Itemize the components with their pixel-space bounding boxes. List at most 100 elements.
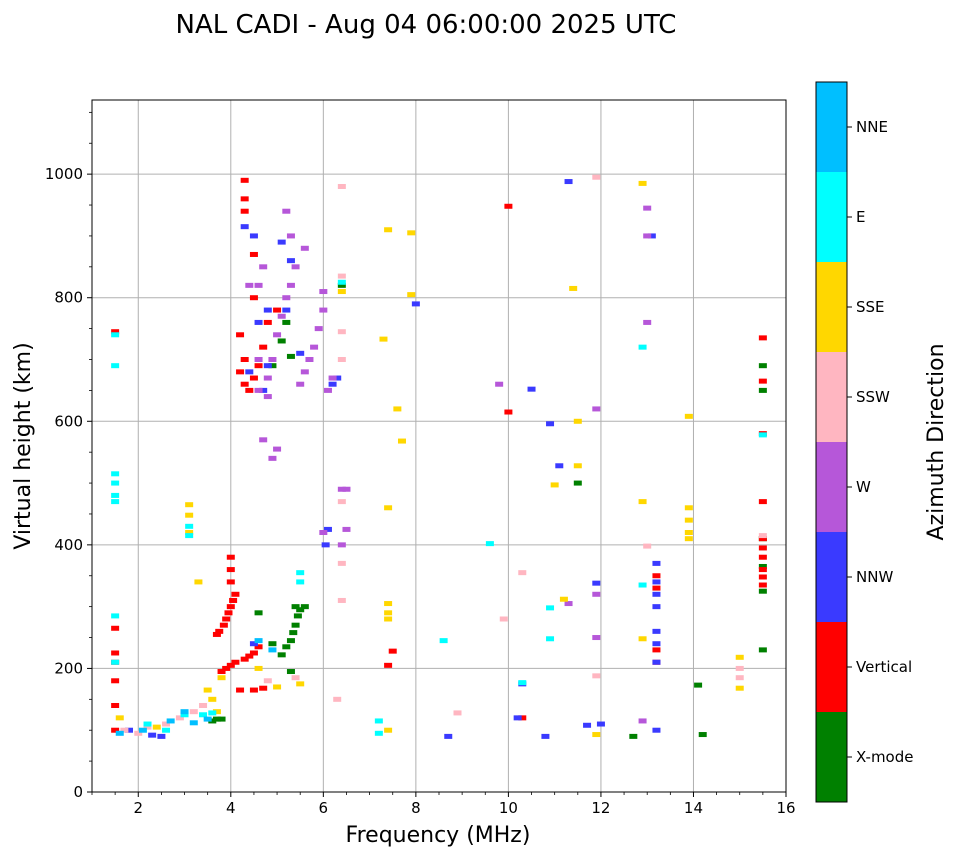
data-point: [240, 196, 249, 202]
series-x-mode: [208, 282, 767, 739]
data-point: [115, 730, 124, 736]
data-point: [652, 560, 661, 566]
y-tick-label: 800: [54, 289, 83, 307]
data-point: [573, 463, 582, 469]
data-point: [231, 591, 240, 597]
data-point: [268, 647, 277, 653]
data-point: [286, 669, 295, 675]
data-point: [111, 332, 120, 338]
data-point: [555, 463, 564, 469]
data-point: [698, 732, 707, 738]
data-point: [569, 285, 578, 291]
data-point: [125, 727, 134, 733]
data-point: [638, 636, 647, 642]
data-point: [254, 282, 263, 288]
data-point: [259, 685, 268, 691]
data-point: [758, 499, 767, 505]
data-point: [263, 307, 272, 313]
data-point: [321, 542, 330, 548]
data-point: [240, 357, 249, 362]
data-point: [291, 675, 300, 681]
data-point: [111, 625, 120, 631]
data-point: [111, 480, 120, 486]
data-point: [328, 375, 337, 381]
data-point: [245, 369, 254, 375]
series-nnw: [125, 179, 661, 739]
data-point: [291, 264, 300, 270]
colorbar-tick-label: W: [856, 478, 871, 496]
data-point: [282, 295, 291, 301]
data-point: [282, 208, 291, 214]
colorbar-tick-label: E: [856, 208, 865, 226]
data-point: [758, 588, 767, 594]
data-point: [240, 177, 249, 183]
colorbar-segment: [816, 712, 847, 802]
data-point: [263, 375, 272, 381]
data-point: [499, 616, 508, 622]
data-point: [231, 659, 240, 665]
data-point: [758, 387, 767, 393]
data-point: [758, 363, 767, 369]
data-point: [643, 543, 652, 549]
data-point: [684, 413, 693, 419]
data-point: [254, 319, 263, 325]
data-point: [245, 387, 254, 393]
data-point: [300, 369, 309, 375]
data-point: [111, 650, 120, 656]
data-point: [735, 685, 744, 691]
data-point: [735, 675, 744, 681]
data-point: [120, 727, 129, 733]
data-point: [384, 505, 393, 511]
data-point: [407, 230, 416, 236]
data-point: [314, 326, 323, 332]
data-point: [546, 636, 555, 642]
data-point: [240, 208, 249, 214]
data-point: [162, 727, 171, 733]
data-point: [333, 375, 342, 381]
x-axis-ticks: 2 4 6 8 10 12 14 16: [91, 792, 796, 817]
data-point: [222, 616, 231, 622]
data-point: [407, 292, 416, 298]
data-point: [282, 319, 291, 325]
y-tick-label: 200: [54, 659, 83, 677]
data-point: [384, 227, 393, 233]
data-point: [684, 536, 693, 542]
y-axis-ticks: 0 200 400 600 800 1000: [45, 111, 92, 801]
data-point: [592, 591, 601, 597]
data-point: [758, 432, 767, 438]
data-point: [254, 363, 263, 369]
chart-title: NAL CADI - Aug 04 06:00:00 2025 UTC: [176, 10, 677, 40]
data-point: [282, 644, 291, 650]
data-point: [758, 545, 767, 551]
data-point: [453, 710, 462, 716]
data-point: [638, 582, 647, 588]
data-point: [758, 574, 767, 580]
data-point: [384, 601, 393, 607]
x-tick-label: 12: [591, 799, 610, 817]
data-point: [240, 656, 249, 662]
data-point: [259, 387, 268, 393]
data-point: [643, 205, 652, 211]
data-point: [629, 733, 638, 739]
data-point: [208, 696, 217, 702]
data-point: [541, 733, 550, 739]
data-point: [638, 344, 647, 350]
data-point: [546, 421, 555, 427]
data-point: [277, 652, 286, 658]
data-point: [758, 378, 767, 384]
data-point: [254, 644, 263, 650]
data-point: [758, 563, 767, 569]
data-point: [263, 363, 272, 369]
data-point: [518, 680, 527, 686]
data-point: [273, 332, 282, 338]
data-point: [138, 727, 147, 733]
data-point: [337, 282, 346, 288]
data-points: [111, 174, 767, 739]
data-point: [273, 307, 282, 313]
data-point: [286, 258, 295, 264]
colorbar-segment: [816, 82, 847, 172]
data-point: [296, 579, 305, 585]
data-point: [337, 279, 346, 285]
colorbar-label: Azimuth Direction: [924, 343, 949, 540]
data-point: [384, 662, 393, 668]
